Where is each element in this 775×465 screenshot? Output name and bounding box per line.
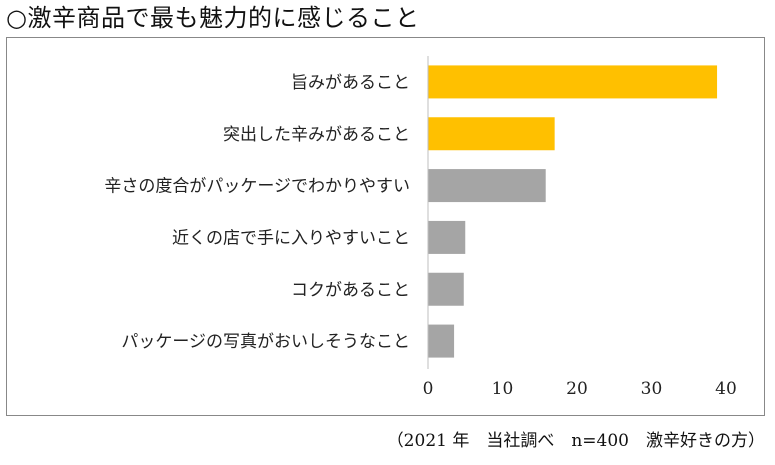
x-tick-label-10: 10 [492, 379, 514, 399]
source-footnote: （2021 年 当社調べ n=400 激辛好きの方） [386, 431, 765, 451]
bar-3 [428, 169, 546, 203]
chart-frame: 旨みがあること突出した辛みがあること辛さの度合がパッケージでわかりやすい近くの店… [6, 37, 765, 416]
bars-layer [428, 65, 718, 358]
x-tick-label-20: 20 [566, 379, 588, 399]
category-label-4: 近くの店で手に入りやすいこと [172, 228, 410, 248]
category-labels: 旨みがあること突出した辛みがあること辛さの度合がパッケージでわかりやすい近くの店… [104, 73, 410, 352]
bar-2 [428, 117, 555, 151]
x-axis: 0 10 20 30 40 [423, 56, 737, 399]
category-label-2: 突出した辛みがあること [223, 125, 410, 145]
x-tick-label-40: 40 [715, 379, 737, 399]
bar-chart: 旨みがあること突出した辛みがあること辛さの度合がパッケージでわかりやすい近くの店… [104, 56, 737, 399]
x-tick-label-30: 30 [641, 379, 663, 399]
chart-title: ○激辛商品で最も魅力的に感じること [6, 4, 420, 32]
bar-6 [428, 324, 455, 358]
bar-4 [428, 220, 466, 254]
category-label-3: 辛さの度合がパッケージでわかりやすい [104, 177, 410, 197]
x-tick-label-0: 0 [423, 379, 434, 399]
category-label-6: パッケージの写真がおいしそうなこと [121, 332, 410, 352]
bar-5 [428, 272, 464, 306]
bar-1 [428, 65, 718, 99]
category-label-1: 旨みがあること [291, 73, 410, 93]
category-label-5: コクがあること [291, 280, 410, 300]
